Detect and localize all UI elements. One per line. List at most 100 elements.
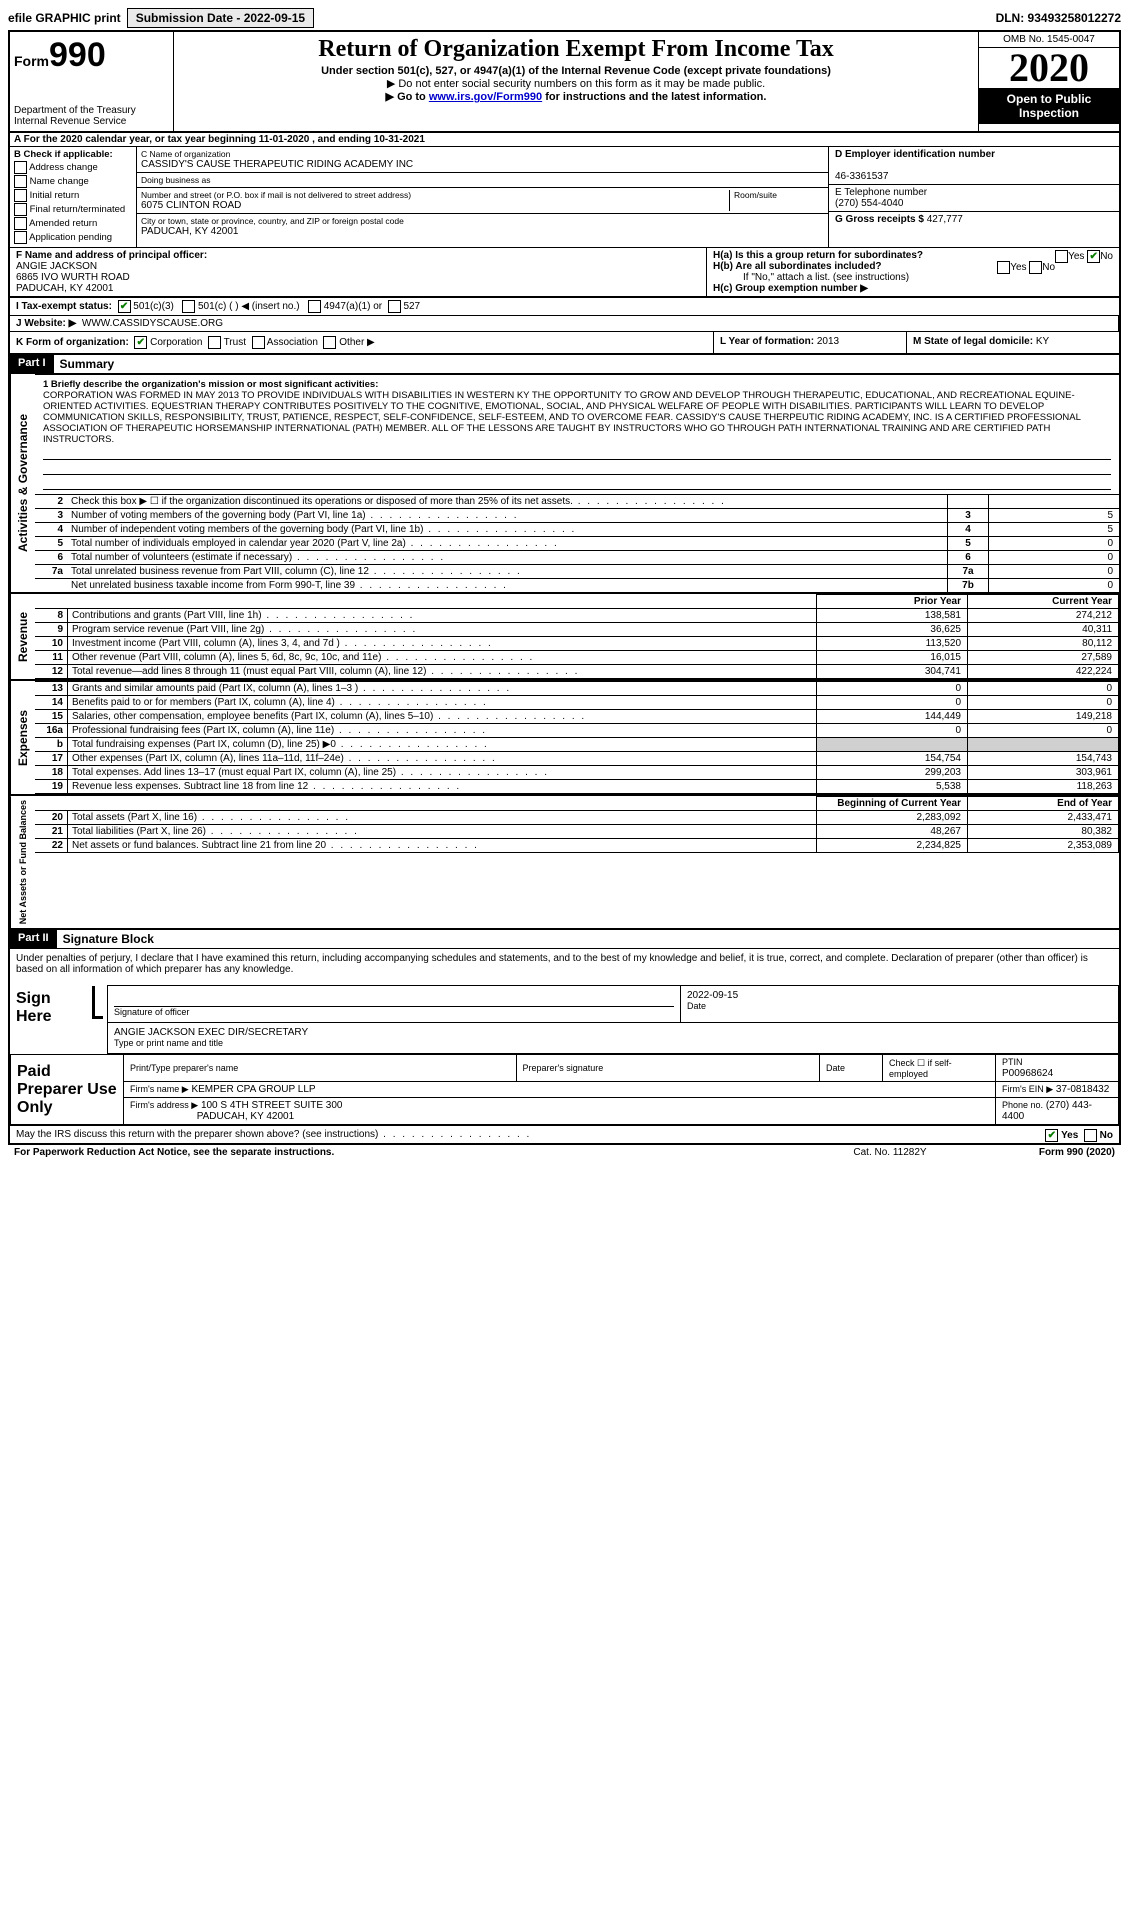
date-label: Date xyxy=(687,1001,706,1011)
paperwork-notice: For Paperwork Reduction Act Notice, see … xyxy=(14,1147,815,1158)
tax-year: 2020 xyxy=(979,48,1119,88)
print-name-label: Print/Type preparer's name xyxy=(124,1055,517,1082)
e-label: E Telephone number xyxy=(835,187,927,198)
part1-header-row: Part I Summary xyxy=(10,355,1119,374)
f-label: F Name and address of principal officer: xyxy=(16,250,207,261)
telephone: (270) 554-4040 xyxy=(835,198,903,209)
cb-initial-return[interactable]: Initial return xyxy=(14,189,132,202)
cb-final-return[interactable]: Final return/terminated xyxy=(14,203,132,216)
cb-501c3[interactable] xyxy=(118,300,131,313)
ha-label: H(a) Is this a group return for subordin… xyxy=(713,250,923,261)
title-cell: Return of Organization Exempt From Incom… xyxy=(174,32,978,131)
table-row: 10Investment income (Part VIII, column (… xyxy=(35,637,1119,651)
dln-label: DLN: 93493258012272 xyxy=(996,11,1121,25)
table-row: 6Total number of volunteers (estimate if… xyxy=(35,551,1119,565)
table-row: Net unrelated business taxable income fr… xyxy=(35,579,1119,593)
side-governance: Activities & Governance xyxy=(10,374,35,592)
cb-app-pending[interactable]: Application pending xyxy=(14,231,132,244)
side-expenses: Expenses xyxy=(10,681,35,794)
form-title: Return of Organization Exempt From Incom… xyxy=(180,36,972,63)
footer-row: For Paperwork Reduction Act Notice, see … xyxy=(8,1145,1121,1160)
table-row: bTotal fundraising expenses (Part IX, co… xyxy=(35,738,1119,752)
firm-addr2: PADUCAH, KY 42001 xyxy=(197,1111,294,1122)
col-c: C Name of organization CASSIDY'S CAUSE T… xyxy=(137,147,828,247)
net-section: Net Assets or Fund Balances Beginning of… xyxy=(10,794,1119,928)
year-cell: OMB No. 1545-0047 2020 Open to Public In… xyxy=(978,32,1119,131)
discuss-yes-cb[interactable] xyxy=(1045,1129,1058,1142)
city-state-zip: PADUCAH, KY 42001 xyxy=(141,226,824,237)
rev-section: Revenue Prior Year Current Year 8Contrib… xyxy=(10,592,1119,679)
side-net-assets: Net Assets or Fund Balances xyxy=(10,796,35,928)
prep-date-label: Date xyxy=(820,1055,883,1082)
exp-section: Expenses 13Grants and similar amounts pa… xyxy=(10,679,1119,794)
col-h: H(a) Is this a group return for subordin… xyxy=(707,248,1119,296)
state-domicile: KY xyxy=(1036,336,1049,347)
hb-label: H(b) Are all subordinates included? xyxy=(713,261,882,272)
part1-badge: Part I xyxy=(10,355,54,373)
cb-corporation[interactable] xyxy=(134,336,147,349)
year-formation: 2013 xyxy=(817,336,839,347)
i-label: I Tax-exempt status: xyxy=(16,301,112,312)
g-label: G Gross receipts $ xyxy=(835,214,924,225)
c-name-label: C Name of organization xyxy=(141,149,824,159)
submission-date-button[interactable]: Submission Date - 2022-09-15 xyxy=(127,8,314,28)
cb-address-change[interactable]: Address change xyxy=(14,161,132,174)
m-label: M State of legal domicile: xyxy=(913,336,1033,347)
table-row: 19Revenue less expenses. Subtract line 1… xyxy=(35,780,1119,794)
table-row: 11Other revenue (Part VIII, column (A), … xyxy=(35,651,1119,665)
col-b: B Check if applicable: Address change Na… xyxy=(10,147,137,247)
table-row: 7aTotal unrelated business revenue from … xyxy=(35,565,1119,579)
b-label: B Check if applicable: xyxy=(14,149,113,160)
eoy-header: End of Year xyxy=(968,797,1119,811)
row-j: J Website: ▶ WWW.CASSIDYSCAUSE.ORG xyxy=(10,316,1119,332)
sig-date: 2022-09-15 xyxy=(687,990,1112,1001)
mission-text: CORPORATION WAS FORMED IN MAY 2013 TO PR… xyxy=(43,390,1081,445)
ha-yn: Yes No xyxy=(1055,250,1113,263)
cy-header: Current Year xyxy=(968,595,1119,609)
d-label: D Employer identification number xyxy=(835,149,995,160)
dba-label: Doing business as xyxy=(141,175,210,185)
goto-note: ▶ Go to www.irs.gov/Form990 for instruct… xyxy=(180,90,972,103)
exp-table: 13Grants and similar amounts paid (Part … xyxy=(35,681,1119,794)
discuss-question: May the IRS discuss this return with the… xyxy=(16,1129,378,1140)
city-label: City or town, state or province, country… xyxy=(141,216,824,226)
q1-label: 1 Briefly describe the organization's mi… xyxy=(43,379,378,390)
table-row: 15Salaries, other compensation, employee… xyxy=(35,710,1119,724)
firm-ein-label: Firm's EIN ▶ xyxy=(1002,1084,1053,1094)
mission-block: 1 Briefly describe the organization's mi… xyxy=(35,374,1119,494)
sign-here-label: Sign Here xyxy=(10,986,92,1054)
sign-here-table: Sign Here Signature of officer 2022-09-1… xyxy=(10,985,1119,1054)
part1-title: Summary xyxy=(54,355,121,373)
addr-label: Number and street (or P.O. box if mail i… xyxy=(141,190,729,200)
info-grid: B Check if applicable: Address change Na… xyxy=(10,147,1119,248)
part2-title: Signature Block xyxy=(57,930,160,948)
py-header: Prior Year xyxy=(817,595,968,609)
top-bar: efile GRAPHIC print Submission Date - 20… xyxy=(8,8,1121,28)
cb-name-change[interactable]: Name change xyxy=(14,175,132,188)
l-label: L Year of formation: xyxy=(720,336,814,347)
table-row: 14Benefits paid to or for members (Part … xyxy=(35,696,1119,710)
table-row: 20Total assets (Part X, line 16)2,283,09… xyxy=(35,811,1119,825)
col-de: D Employer identification number 46-3361… xyxy=(828,147,1119,247)
part2-badge: Part II xyxy=(10,930,57,948)
side-revenue: Revenue xyxy=(10,594,35,679)
firm-name-label: Firm's name ▶ xyxy=(130,1084,189,1094)
form-number-footer: Form 990 (2020) xyxy=(965,1147,1115,1158)
period-row: A For the 2020 calendar year, or tax yea… xyxy=(10,133,1119,147)
officer-addr1: 6865 IVO WURTH ROAD xyxy=(16,272,130,283)
header-row: Form990 Department of the Treasury Inter… xyxy=(10,32,1119,133)
col-f: F Name and address of principal officer:… xyxy=(10,248,707,296)
table-row: 17Other expenses (Part IX, column (A), l… xyxy=(35,752,1119,766)
cat-no: Cat. No. 11282Y xyxy=(815,1147,965,1158)
table-row: 5Total number of individuals employed in… xyxy=(35,537,1119,551)
cb-amended[interactable]: Amended return xyxy=(14,217,132,230)
table-row: 8Contributions and grants (Part VIII, li… xyxy=(35,609,1119,623)
gov-table: 2Check this box ▶ ☐ if the organization … xyxy=(35,494,1119,592)
form-cell: Form990 Department of the Treasury Inter… xyxy=(10,32,174,131)
form-prefix: Form xyxy=(14,53,49,69)
form-number: 990 xyxy=(49,36,106,74)
table-row: 13Grants and similar amounts paid (Part … xyxy=(35,682,1119,696)
form990-link[interactable]: www.irs.gov/Form990 xyxy=(429,91,542,103)
table-row: 4Number of independent voting members of… xyxy=(35,523,1119,537)
ha-no-checked[interactable] xyxy=(1087,250,1100,263)
